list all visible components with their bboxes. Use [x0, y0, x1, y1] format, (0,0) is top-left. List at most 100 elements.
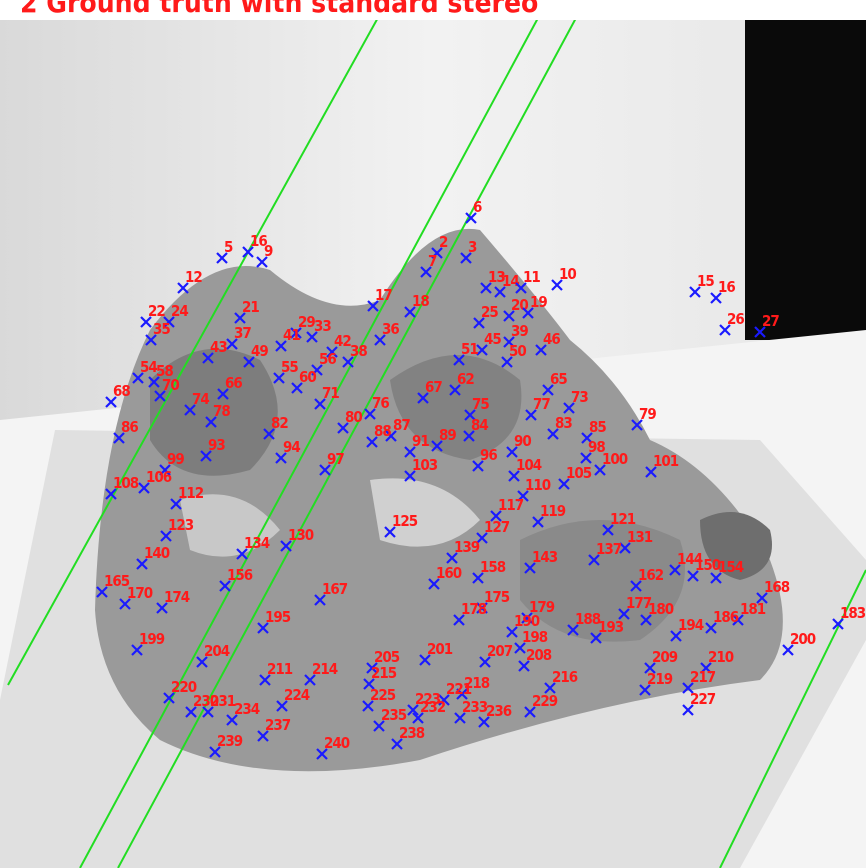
- point-label: 51: [461, 340, 478, 358]
- point-label: 27: [762, 312, 779, 330]
- point-label: 154: [718, 558, 744, 576]
- point-label: 77: [533, 395, 550, 413]
- point-label: 234: [234, 700, 260, 718]
- point-label: 33: [314, 317, 331, 335]
- point-label: 183: [840, 604, 866, 622]
- point-label: 99: [167, 450, 184, 468]
- point-label: 60: [299, 368, 316, 386]
- point-label: 42: [334, 332, 351, 350]
- point-label: 73: [571, 388, 588, 406]
- point-label: 178: [461, 600, 487, 618]
- point-label: 79: [639, 405, 656, 423]
- point-label: 239: [217, 732, 243, 750]
- point-label: 233: [462, 698, 488, 716]
- point-label: 76: [372, 394, 389, 412]
- point-label: 43: [210, 338, 227, 356]
- point-label: 123: [168, 516, 194, 534]
- point-label: 238: [399, 724, 425, 742]
- point-label: 227: [690, 690, 716, 708]
- point-label: 224: [284, 686, 310, 704]
- point-label: 90: [514, 432, 531, 450]
- point-label: 208: [526, 646, 552, 664]
- point-label: 82: [271, 414, 288, 432]
- point-label: 121: [610, 510, 636, 528]
- point-label: 210: [708, 648, 734, 666]
- point-label: 84: [471, 416, 488, 434]
- point-label: 18: [412, 292, 429, 310]
- point-label: 106: [146, 468, 172, 486]
- point-label: 100: [602, 450, 628, 468]
- point-label: 70: [162, 376, 179, 394]
- point-label: 119: [540, 502, 566, 520]
- point-label: 165: [104, 572, 130, 590]
- point-label: 198: [522, 628, 548, 646]
- point-label: 2: [439, 233, 448, 251]
- point-label: 14: [502, 272, 519, 290]
- point-label: 65: [550, 370, 567, 388]
- point-label: 88: [374, 422, 391, 440]
- point-label: 17: [375, 286, 392, 304]
- point-label: 216: [552, 668, 578, 686]
- point-label: 104: [516, 456, 542, 474]
- point-label: 225: [370, 686, 396, 704]
- point-label: 75: [472, 395, 489, 413]
- point-label: 3: [468, 238, 477, 256]
- point-label: 37: [234, 324, 251, 342]
- point-label: 167: [322, 580, 348, 598]
- point-label: 26: [727, 310, 744, 328]
- point-label: 174: [164, 588, 190, 606]
- point-label: 195: [265, 608, 291, 626]
- point-label: 101: [653, 452, 679, 470]
- point-label: 162: [638, 566, 664, 584]
- point-label: 85: [589, 418, 606, 436]
- title: 2 Ground truth with standard stereo: [20, 0, 538, 19]
- point-label: 22: [148, 302, 165, 320]
- point-label: 170: [127, 584, 153, 602]
- point-label: 93: [208, 436, 225, 454]
- point-label: 186: [713, 608, 739, 626]
- point-label: 68: [113, 382, 130, 400]
- point-label: 112: [178, 484, 204, 502]
- point-label: 11: [523, 268, 540, 286]
- point-label: 235: [381, 706, 407, 724]
- point-label: 96: [480, 446, 497, 464]
- point-label: 229: [532, 692, 558, 710]
- point-label: 54: [140, 358, 157, 376]
- point-label: 19: [530, 293, 547, 311]
- point-label: 150: [695, 556, 721, 574]
- point-label: 7: [428, 252, 437, 270]
- point-label: 232: [420, 698, 446, 716]
- point-label: 194: [678, 616, 704, 634]
- point-label: 97: [327, 450, 344, 468]
- point-label: 200: [790, 630, 816, 648]
- point-label: 6: [473, 198, 482, 216]
- point-label: 49: [251, 342, 268, 360]
- point-label: 188: [575, 610, 601, 628]
- point-label: 199: [139, 630, 165, 648]
- point-label: 45: [484, 330, 501, 348]
- point-label: 15: [697, 272, 714, 290]
- point-label: 156: [227, 566, 253, 584]
- point-label: 131: [627, 528, 653, 546]
- point-label: 39: [511, 322, 528, 340]
- page: 2 Ground truth with standard stereo 6237…: [0, 0, 866, 868]
- point-label: 86: [121, 418, 138, 436]
- point-label: 221: [446, 680, 472, 698]
- point-label: 231: [210, 692, 236, 710]
- point-label: 214: [312, 660, 338, 678]
- point-label: 181: [740, 600, 766, 618]
- point-label: 36: [382, 320, 399, 338]
- point-label: 127: [484, 518, 510, 536]
- point-label: 80: [345, 408, 362, 426]
- point-label: 71: [322, 384, 339, 402]
- point-label: 134: [244, 534, 270, 552]
- point-label: 217: [690, 668, 716, 686]
- point-label: 94: [283, 438, 300, 456]
- point-label: 180: [648, 600, 674, 618]
- point-label: 158: [480, 558, 506, 576]
- point-label: 83: [555, 414, 572, 432]
- point-label: 207: [487, 642, 513, 660]
- point-label: 24: [171, 302, 188, 320]
- point-label: 29: [298, 313, 315, 331]
- point-label: 21: [242, 298, 259, 316]
